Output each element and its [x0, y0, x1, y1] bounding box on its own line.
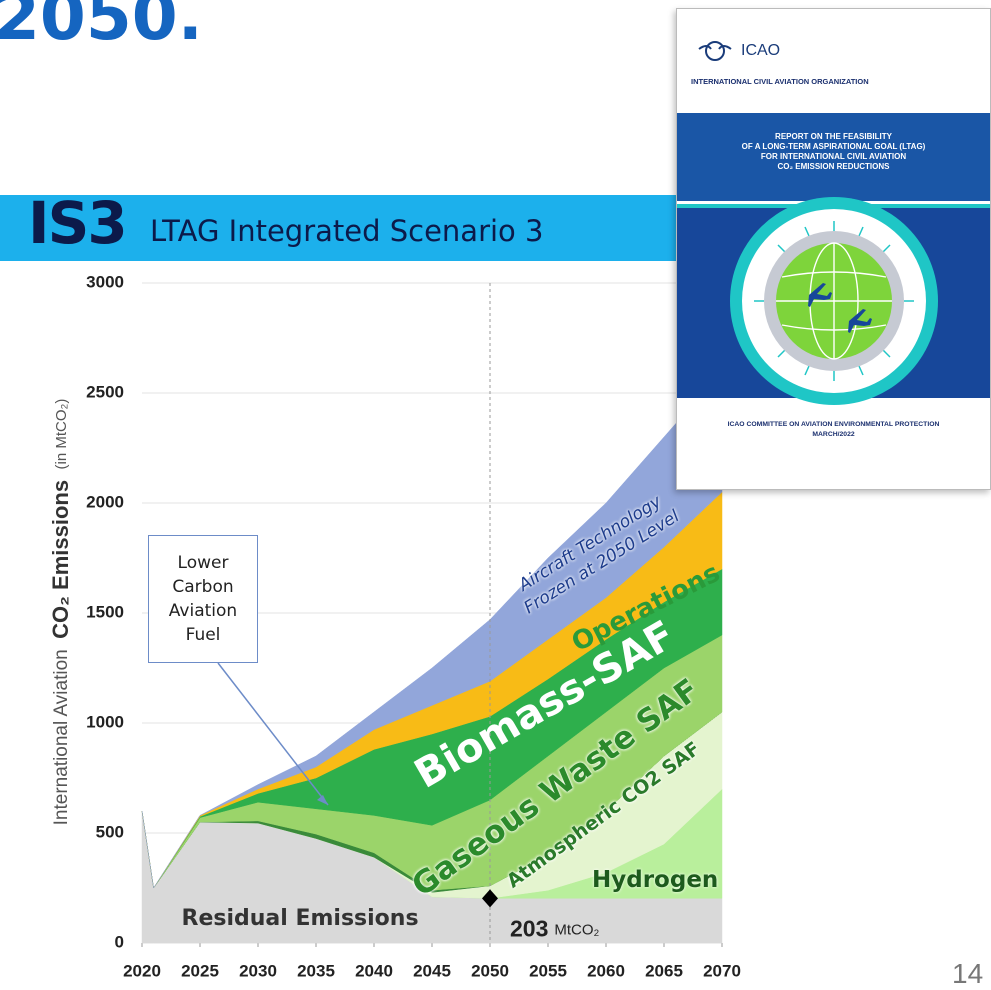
- x-tick-label: 2030: [239, 961, 277, 980]
- icao-emblem: [698, 41, 732, 61]
- y-tick-label: 2000: [86, 492, 124, 511]
- y-tick-label: 500: [96, 822, 124, 841]
- scenario-subtitle: LTAG Integrated Scenario 3: [150, 214, 544, 248]
- annotation-box: Lower Carbon Aviation Fuel: [148, 535, 258, 663]
- area-label: Hydrogen: [592, 867, 719, 893]
- y-tick-label: 1500: [86, 602, 124, 621]
- y-tick-label: 0: [115, 932, 124, 951]
- y-label-part: International Aviation: [51, 649, 72, 825]
- x-tick-label: 2070: [703, 961, 741, 980]
- report-title: REPORT ON THE FEASIBILITY OF A LONG-TERM …: [677, 132, 990, 172]
- arrow-head: [317, 795, 328, 805]
- y-tick-label: 1000: [86, 712, 124, 731]
- x-tick-label: 2035: [297, 961, 335, 980]
- slide-title: 2050.: [0, 0, 203, 55]
- y-axis-label: International Aviation CO₂ Emissions (in…: [48, 399, 73, 826]
- annotation-arrow: [217, 662, 329, 806]
- x-tick-label: 2025: [181, 961, 219, 980]
- report-title-line: FOR INTERNATIONAL CIVIL AVIATION: [760, 152, 907, 161]
- x-tick-label: 2020: [123, 961, 161, 980]
- y-tick-label: 3000: [86, 272, 124, 291]
- annotation-value: 203: [510, 915, 548, 941]
- x-tick-label: 2040: [355, 961, 393, 980]
- committee: ICAO COMMITTEE ON AVIATION ENVIRONMENTAL…: [727, 421, 940, 428]
- annotation-unit: MtCO₂: [554, 921, 599, 938]
- y-label-part: (in MtCO₂): [53, 399, 70, 470]
- org-full: INTERNATIONAL CIVIL AVIATION ORGANIZATIO…: [691, 77, 869, 86]
- report-title-line: CO₂ EMISSION REDUCTIONS: [777, 162, 890, 171]
- x-tick-label: 2065: [645, 961, 683, 980]
- annotation-marker: [482, 889, 498, 908]
- x-tick-label: 2060: [587, 961, 625, 980]
- area-label: Residual Emissions: [181, 905, 419, 931]
- report-cover: ICAO INTERNATIONAL CIVIL AVIATION ORGANI…: [676, 8, 991, 490]
- cover-band: [677, 113, 990, 201]
- org-short: ICAO: [741, 42, 781, 59]
- report-title-line: OF A LONG-TERM ASPIRATIONAL GOAL (LTAG): [741, 142, 926, 151]
- planes: [808, 283, 872, 333]
- annotation-text: 203 MtCO₂: [510, 915, 600, 941]
- scenario-banner: IS3 LTAG Integrated Scenario 3: [0, 189, 700, 261]
- cover-art: [677, 41, 990, 405]
- x-tick-label: 2045: [413, 961, 451, 980]
- globe-rays: [754, 221, 914, 381]
- x-tick-label: 2055: [529, 961, 567, 980]
- page-number: 14: [952, 958, 984, 989]
- y-label-part: CO₂ Emissions: [48, 480, 73, 639]
- x-tick-label: 2050: [471, 961, 509, 980]
- scenario-code: IS3: [28, 189, 128, 257]
- report-title-line: REPORT ON THE FEASIBILITY: [775, 132, 892, 141]
- report-date: MARCH/2022: [812, 431, 855, 438]
- y-tick-label: 2500: [86, 382, 124, 401]
